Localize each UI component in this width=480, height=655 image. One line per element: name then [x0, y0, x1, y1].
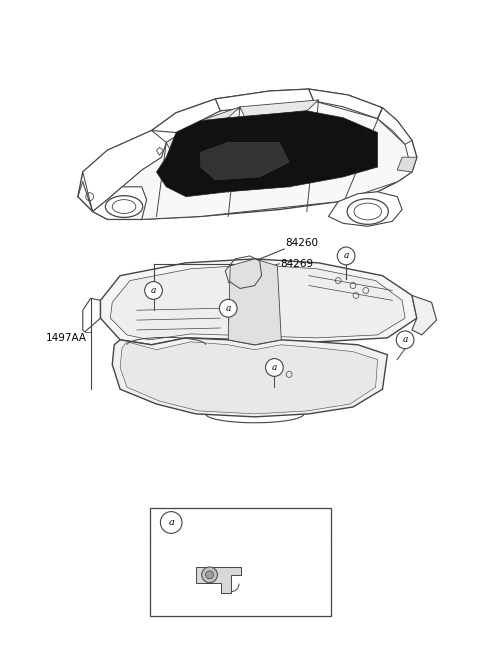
Polygon shape — [216, 89, 314, 111]
Polygon shape — [166, 107, 240, 152]
Circle shape — [219, 299, 237, 317]
Polygon shape — [196, 567, 241, 593]
Circle shape — [205, 571, 214, 579]
Ellipse shape — [347, 198, 388, 224]
Text: a: a — [226, 304, 231, 312]
Polygon shape — [228, 259, 281, 345]
Text: 84260: 84260 — [285, 238, 318, 248]
Polygon shape — [93, 187, 147, 219]
Circle shape — [202, 567, 217, 583]
Text: a: a — [272, 363, 277, 372]
Circle shape — [144, 282, 162, 299]
Text: a: a — [151, 286, 156, 295]
Polygon shape — [378, 108, 412, 144]
Text: 1497AA: 1497AA — [46, 333, 86, 343]
Circle shape — [337, 247, 355, 265]
Polygon shape — [112, 338, 387, 417]
Text: a: a — [402, 335, 408, 345]
Polygon shape — [122, 101, 412, 219]
Polygon shape — [152, 99, 220, 132]
Bar — [150, 508, 331, 616]
Circle shape — [396, 331, 414, 348]
Polygon shape — [412, 295, 436, 335]
Ellipse shape — [106, 196, 143, 217]
Text: 84277: 84277 — [187, 516, 227, 529]
Text: a: a — [168, 518, 174, 527]
Polygon shape — [309, 89, 383, 119]
Polygon shape — [120, 342, 378, 414]
Text: 84269: 84269 — [280, 259, 313, 269]
Polygon shape — [110, 265, 405, 340]
Polygon shape — [100, 259, 417, 345]
Polygon shape — [156, 147, 163, 155]
Circle shape — [265, 358, 283, 377]
Polygon shape — [78, 89, 417, 219]
Polygon shape — [156, 111, 378, 196]
Polygon shape — [83, 130, 166, 212]
Polygon shape — [397, 157, 417, 172]
Circle shape — [160, 512, 182, 533]
Polygon shape — [201, 142, 289, 180]
Polygon shape — [328, 192, 402, 227]
Text: a: a — [343, 252, 349, 261]
Polygon shape — [240, 100, 319, 118]
